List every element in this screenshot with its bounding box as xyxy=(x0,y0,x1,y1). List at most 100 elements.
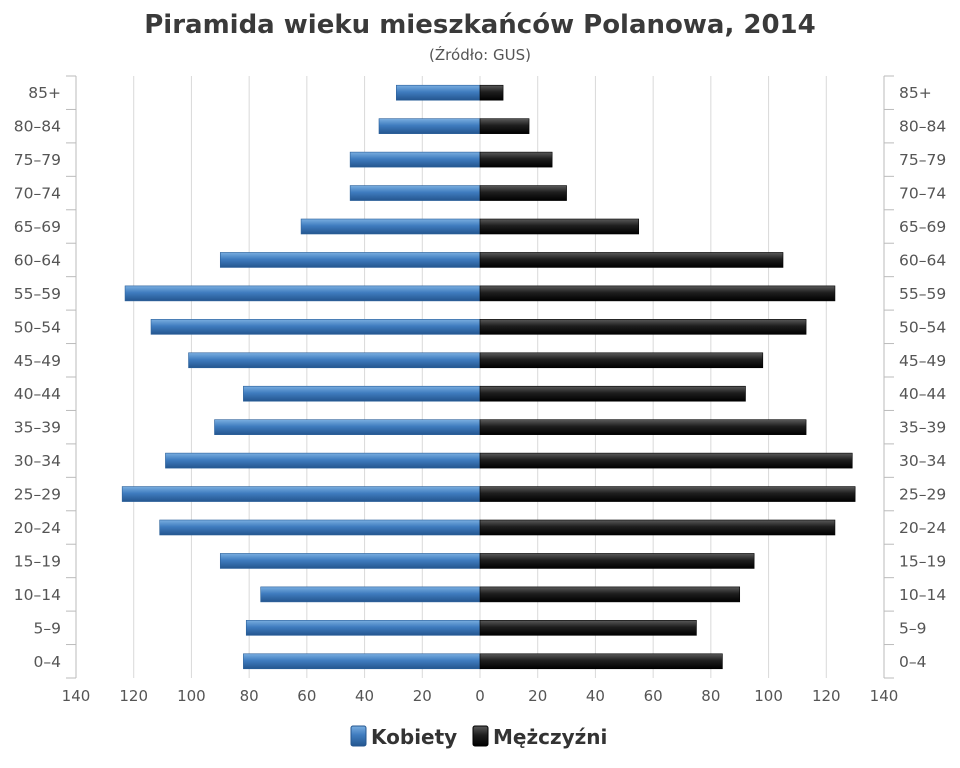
right-category-label: 15–19 xyxy=(899,552,946,570)
x-tick-labels: 140 120 100 80 60 40 20 0 20 40 60 80 100 120 140 xyxy=(62,687,899,705)
bar-kobiety-15-19 xyxy=(219,553,481,569)
bar-mezczyzni-0-4 xyxy=(479,653,723,670)
left-category-label: 65–69 xyxy=(14,218,61,236)
left-category-label: 20–24 xyxy=(14,519,61,537)
bar-mezczyzni-70-74 xyxy=(479,185,567,201)
right-category-label: 65–69 xyxy=(899,218,946,236)
left-category-label: 10–14 xyxy=(14,586,61,604)
left-category-label: 25–29 xyxy=(14,486,61,504)
legend-item-kobiety[interactable]: Kobiety xyxy=(350,725,457,749)
bar-kobiety-45-49 xyxy=(188,352,481,369)
right-category-label: 70–74 xyxy=(899,185,946,203)
bar-mezczyzni-85+ xyxy=(479,84,504,101)
right-category-label: 40–44 xyxy=(899,385,946,403)
right-category-label: 20–24 xyxy=(899,519,946,537)
right-category-label: 0–4 xyxy=(899,653,926,671)
bar-kobiety-75-79 xyxy=(349,151,481,168)
legend-item-mezczyzni[interactable]: Mężczyźni xyxy=(472,725,607,749)
bar-mezczyzni-55-59 xyxy=(479,285,836,302)
right-category-label: 25–29 xyxy=(899,486,946,504)
right-category-label: 5–9 xyxy=(899,619,926,637)
bar-kobiety-80-84 xyxy=(378,118,481,134)
bar-kobiety-50-54 xyxy=(150,319,481,335)
left-category-label: 30–34 xyxy=(14,452,61,470)
x-tick-label: 20 xyxy=(528,687,547,705)
bar-mezczyzni-45-49 xyxy=(479,352,764,369)
bar-kobiety-85+ xyxy=(396,84,481,101)
right-category-label: 30–34 xyxy=(899,452,946,470)
right-category-label: 10–14 xyxy=(899,586,946,604)
bar-kobiety-35-39 xyxy=(214,419,481,435)
left-category-label: 35–39 xyxy=(14,419,61,437)
bar-kobiety-5-9 xyxy=(245,620,481,636)
left-category-label: 15–19 xyxy=(14,552,61,570)
bar-kobiety-55-59 xyxy=(124,285,481,302)
right-category-label: 60–64 xyxy=(899,251,946,269)
bar-mezczyzni-5-9 xyxy=(479,620,697,636)
bar-mezczyzni-40-44 xyxy=(479,385,746,402)
bar-mezczyzni-20-24 xyxy=(479,519,836,536)
bar-kobiety-40-44 xyxy=(243,385,481,402)
bar-mezczyzni-30-34 xyxy=(479,452,853,469)
bar-mezczyzni-60-64 xyxy=(479,252,784,268)
right-category-label: 35–39 xyxy=(899,419,946,437)
bar-mezczyzni-75-79 xyxy=(479,151,553,168)
left-category-label: 60–64 xyxy=(14,251,61,269)
bar-kobiety-30-34 xyxy=(165,452,481,469)
x-tick-label: 60 xyxy=(297,687,316,705)
axes xyxy=(66,75,894,679)
left-category-label: 70–74 xyxy=(14,185,61,203)
x-tick-label: 80 xyxy=(701,687,720,705)
x-tick-label: 120 xyxy=(812,687,841,705)
x-tick-label: 120 xyxy=(119,687,148,705)
category-labels: 0–4 0–4 5–9 5–9 10–14 10–14 15–19 15–19 20–24 20–… xyxy=(14,84,946,671)
left-category-label: 75–79 xyxy=(14,151,61,169)
right-category-label: 55–59 xyxy=(899,285,946,303)
x-tick-label: 20 xyxy=(413,687,432,705)
left-category-label: 85+ xyxy=(28,84,61,102)
right-category-label: 45–49 xyxy=(899,352,946,370)
bar-mezczyzni-10-14 xyxy=(479,586,741,603)
left-category-label: 80–84 xyxy=(14,118,61,136)
x-tick-label: 40 xyxy=(586,687,605,705)
bar-kobiety-20-24 xyxy=(159,519,481,536)
bar-kobiety-70-74 xyxy=(349,185,481,201)
left-category-label: 5–9 xyxy=(34,619,61,637)
right-category-label: 80–84 xyxy=(899,118,946,136)
bar-kobiety-25-29 xyxy=(121,486,481,502)
left-category-label: 55–59 xyxy=(14,285,61,303)
bar-mezczyzni-80-84 xyxy=(479,118,530,134)
bar-kobiety-60-64 xyxy=(219,252,481,268)
bar-mezczyzni-15-19 xyxy=(479,553,755,569)
bar-mezczyzni-65-69 xyxy=(479,218,640,235)
right-category-label: 85+ xyxy=(899,84,932,102)
legend-swatch-kobiety xyxy=(350,725,367,747)
left-category-label: 45–49 xyxy=(14,352,61,370)
x-tick-label: 140 xyxy=(870,687,899,705)
left-category-label: 0–4 xyxy=(34,653,61,671)
x-tick-label: 60 xyxy=(644,687,663,705)
bar-kobiety-65-69 xyxy=(300,218,481,235)
legend-label-mezczyzni: Mężczyźni xyxy=(493,725,607,749)
left-category-label: 40–44 xyxy=(14,385,61,403)
x-tick-label: 100 xyxy=(754,687,783,705)
x-tick-label: 140 xyxy=(62,687,91,705)
bar-mezczyzni-35-39 xyxy=(479,419,807,435)
right-category-label: 75–79 xyxy=(899,151,946,169)
left-category-label: 50–54 xyxy=(14,318,61,336)
bar-mezczyzni-50-54 xyxy=(479,319,807,335)
legend[interactable]: Kobiety Mężczyźni xyxy=(350,725,607,749)
chart-subtitle: (Źródło: GUS) xyxy=(429,45,531,64)
right-category-label: 50–54 xyxy=(899,318,946,336)
x-tick-label: 0 xyxy=(475,687,485,705)
x-tick-label: 80 xyxy=(240,687,259,705)
grid xyxy=(133,76,827,678)
chart-title: Piramida wieku mieszkańców Polanowa, 201… xyxy=(144,10,816,40)
x-tick-label: 40 xyxy=(355,687,374,705)
x-tick-label: 100 xyxy=(177,687,206,705)
bar-mezczyzni-25-29 xyxy=(479,486,856,502)
legend-label-kobiety: Kobiety xyxy=(371,725,457,749)
bar-kobiety-0-4 xyxy=(243,653,481,670)
bar-kobiety-10-14 xyxy=(260,586,481,603)
